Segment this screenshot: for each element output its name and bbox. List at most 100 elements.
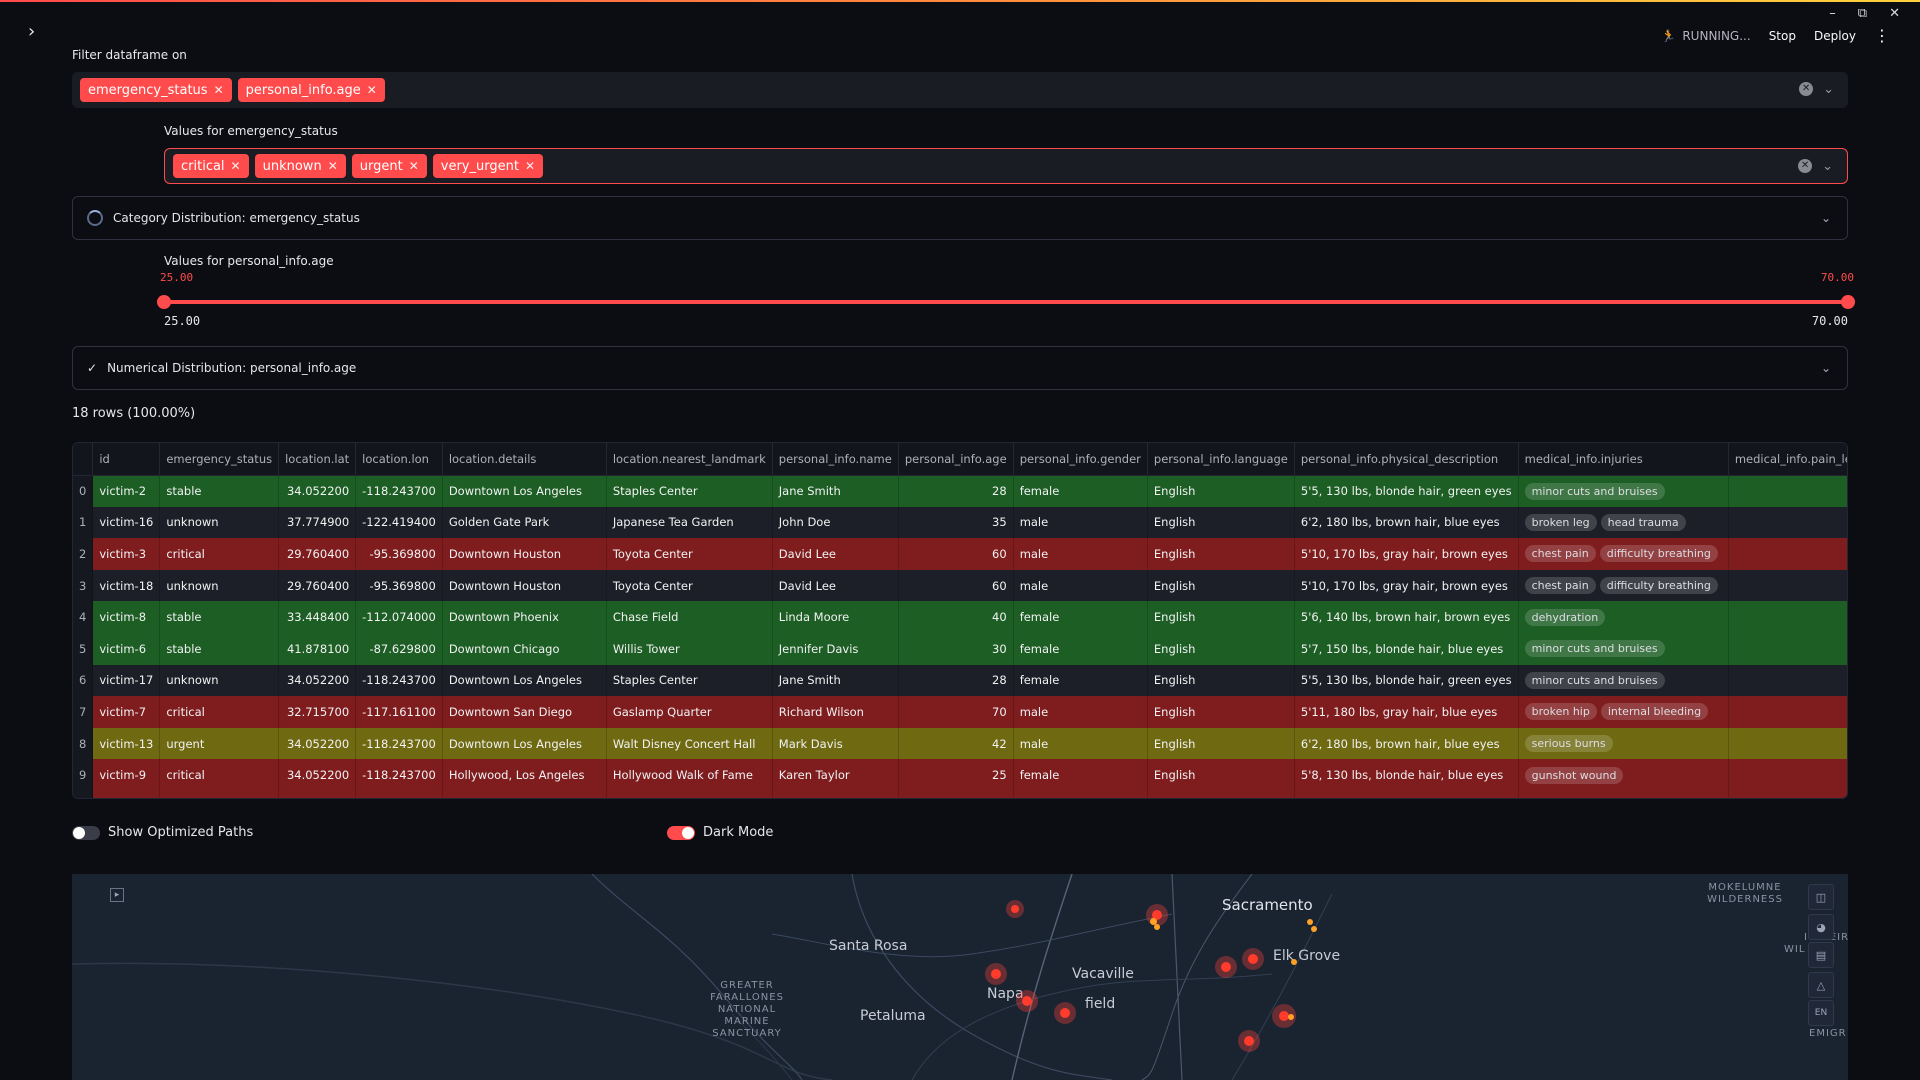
legend-icon[interactable]: ▤ [1808,942,1834,968]
table-cell[interactable]: David Lee [772,569,899,602]
table-cell[interactable]: -118.243700 [355,759,443,791]
minimize-icon[interactable]: – [1829,6,1836,21]
table-cell[interactable]: -118.243700 [355,475,443,507]
table-cell[interactable]: Downtown Chicago [442,632,607,665]
table-cell[interactable]: Downtown Houston [442,538,607,570]
dark-mode-toggle[interactable]: Dark Mode [667,825,773,840]
remove-tag-icon[interactable]: ✕ [327,159,338,173]
map-marker[interactable] [1311,926,1317,932]
table-cell[interactable]: English [1147,569,1295,602]
map-marker[interactable] [1279,1011,1289,1021]
slider-track[interactable] [164,300,1848,304]
table-cell[interactable]: -112.074000 [355,601,443,633]
table-cell[interactable]: Downtown Phoenix [442,601,607,633]
table-cell[interactable]: 9 [1728,538,1847,570]
table-cell[interactable]: victim-17 [92,664,161,697]
chevron-down-icon[interactable]: ⌄ [1822,159,1833,174]
map-view[interactable]: ▸ Sacramento Santa Rosa Vacaville Elk Gr… [72,874,1848,1080]
draw-icon[interactable]: △ [1808,972,1834,998]
table-cell[interactable]: English [1147,696,1295,728]
table-cell[interactable]: 34.052200 [278,664,357,697]
numerical-distribution-expander[interactable]: ✓ Numerical Distribution: personal_info.… [72,346,1848,390]
kebab-menu-icon[interactable]: ⋮ [1874,26,1890,45]
map-marker[interactable] [1060,1008,1070,1018]
map-collapse-icon[interactable]: ▸ [110,888,124,902]
table-cell[interactable]: critical [159,538,280,570]
table-cell[interactable]: -122.419400 [355,506,443,539]
table-cell[interactable]: 5'11, 180 lbs, gray hair, blue eyes [1294,696,1519,728]
map-marker[interactable] [1022,996,1032,1006]
table-cell[interactable]: male [1013,538,1148,570]
table-cell[interactable]: 6'2, 180 lbs, brown hair, blue eyes [1294,506,1519,539]
table-cell[interactable]: Chase Field [606,601,773,633]
map-marker[interactable] [1307,919,1313,925]
column-header[interactable]: personal_info.age [898,443,1014,476]
optimized-paths-toggle[interactable]: Show Optimized Paths [72,825,253,840]
table-cell[interactable]: Downtown Los Angeles [442,475,607,507]
table-cell[interactable]: male [1013,506,1148,539]
table-cell[interactable]: Downtown Los Angeles [442,664,607,697]
table-cell[interactable]: unknown [159,664,280,697]
table-cell[interactable]: 10 [1728,759,1847,791]
table-cell[interactable]: female [1013,601,1148,633]
stop-button[interactable]: Stop [1768,28,1796,43]
map-marker[interactable] [1248,954,1258,964]
table-cell[interactable]: English [1147,601,1295,633]
table-cell[interactable]: Jane Smith [772,475,899,507]
status-tag[interactable]: critical ✕ [173,154,249,178]
table-cell[interactable]: Golden Gate Park [442,506,607,539]
filter-tag[interactable]: personal_info.age ✕ [237,78,385,102]
table-row[interactable]: 6 victim-17 unknown 34.052200 -118.243700 Dow… [73,664,1847,697]
table-row[interactable]: 9 victim-9 critical 34.052200 -118.243700 Hol… [73,759,1847,791]
table-cell[interactable]: Downtown Los Angeles [442,727,607,760]
table-cell[interactable]: Gaslamp Quarter [606,696,773,728]
table-cell[interactable]: broken hip internal bleeding [1518,696,1729,728]
table-cell[interactable]: Linda Moore [772,601,899,633]
table-cell[interactable]: 3 [1728,664,1847,697]
table-cell[interactable]: English [1147,759,1295,791]
table-cell[interactable]: English [1147,538,1295,570]
table-row[interactable]: 7 victim-7 critical 32.715700 -117.161100 Dow… [73,696,1847,728]
table-cell[interactable]: 4 [1728,601,1847,633]
column-header[interactable]: location.lon [355,443,443,476]
status-tag[interactable]: very_urgent ✕ [432,154,543,178]
table-cell[interactable]: 41.878100 [278,632,357,665]
table-cell[interactable]: Toyota Center [606,538,773,570]
table-cell[interactable]: urgent [159,727,280,760]
table-cell[interactable]: 2 [1728,632,1847,665]
table-cell[interactable]: 9 [1728,727,1847,760]
remove-tag-icon[interactable]: ✕ [524,159,535,173]
slider-high-thumb[interactable] [1841,295,1855,309]
table-cell[interactable]: female [1013,759,1148,791]
globe-icon[interactable]: ◕ [1808,914,1834,940]
filter-tag[interactable]: emergency_status ✕ [80,78,232,102]
table-cell[interactable]: Toyota Center [606,569,773,602]
filter-multiselect[interactable]: emergency_status ✕ personal_info.age ✕ ✕ ⌄ [72,72,1848,108]
table-cell[interactable]: English [1147,632,1295,665]
table-cell[interactable]: 28 [898,664,1014,697]
toggle-switch[interactable] [667,825,695,840]
column-header[interactable]: personal_info.language [1147,443,1295,476]
table-cell[interactable]: Karen Taylor [772,759,899,791]
layers-icon[interactable]: ◫ [1808,884,1834,910]
table-cell[interactable]: unknown [159,506,280,539]
category-distribution-expander[interactable]: Category Distribution: emergency_status … [72,196,1848,240]
clear-all-icon[interactable]: ✕ [1799,82,1814,96]
table-cell[interactable]: 5'5, 130 lbs, blonde hair, green eyes [1294,664,1519,697]
table-cell[interactable]: 5'10, 170 lbs, gray hair, brown eyes [1294,569,1519,602]
table-cell[interactable]: 5'6, 140 lbs, brown hair, brown eyes [1294,601,1519,633]
table-cell[interactable]: female [1013,632,1148,665]
table-cell[interactable]: 29.760400 [278,569,357,602]
map-marker[interactable] [1221,962,1231,972]
table-cell[interactable]: -87.629800 [355,632,443,665]
table-cell[interactable]: gunshot wound [1518,759,1729,791]
table-cell[interactable]: 5'8, 130 lbs, blonde hair, blue eyes [1294,759,1519,791]
table-cell[interactable]: English [1147,475,1295,507]
table-cell[interactable]: 37.774900 [278,506,357,539]
table-row[interactable]: 8 victim-13 urgent 34.052200 -118.243700 Down… [73,727,1847,760]
table-cell[interactable]: 6'2, 180 lbs, brown hair, blue eyes [1294,727,1519,760]
sidebar-expand-icon[interactable]: › [28,21,36,42]
table-cell[interactable]: victim-3 [92,538,161,570]
table-cell[interactable]: Staples Center [606,664,773,697]
table-cell[interactable]: -118.243700 [355,664,443,697]
